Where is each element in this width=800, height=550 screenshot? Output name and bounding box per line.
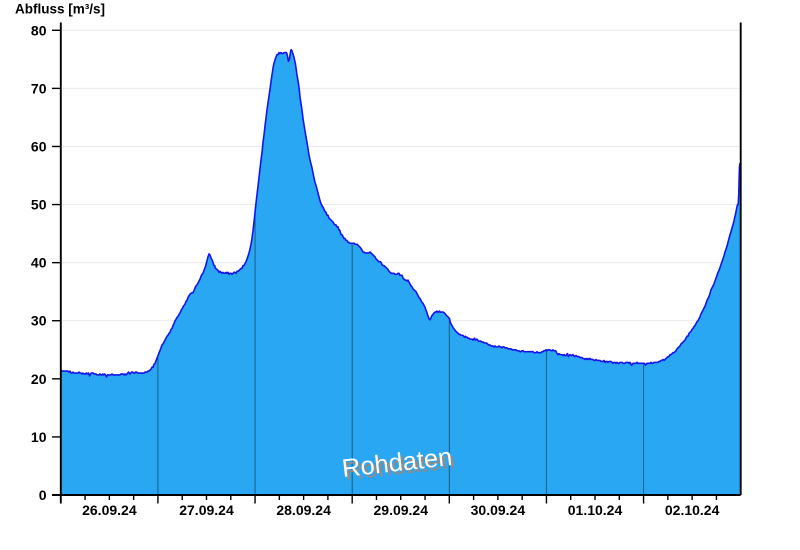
y-tick-label-10: 10: [31, 429, 47, 445]
y-tick-label-40: 40: [31, 255, 47, 271]
x-tick-label-5: 01.10.24: [568, 502, 623, 518]
y-axis-title: Abfluss [m³/s]: [15, 2, 105, 17]
y-tick-label-80: 80: [31, 22, 47, 38]
y-tick-label-0: 0: [39, 487, 47, 503]
x-tick-label-3: 29.09.24: [374, 502, 429, 518]
x-tick-label-6: 02.10.24: [665, 502, 720, 518]
y-tick-label-30: 30: [31, 313, 47, 329]
x-tick-label-4: 30.09.24: [471, 502, 526, 518]
y-tick-label-50: 50: [31, 197, 47, 213]
y-tick-label-20: 20: [31, 371, 47, 387]
x-tick-label-2: 28.09.24: [276, 502, 331, 518]
y-tick-label-60: 60: [31, 138, 47, 154]
y-tick-label-70: 70: [31, 80, 47, 96]
discharge-area-fill: [60, 49, 741, 495]
x-tick-label-0: 26.09.24: [82, 502, 137, 518]
x-tick-label-1: 27.09.24: [179, 502, 234, 518]
discharge-curve: [60, 48, 742, 378]
